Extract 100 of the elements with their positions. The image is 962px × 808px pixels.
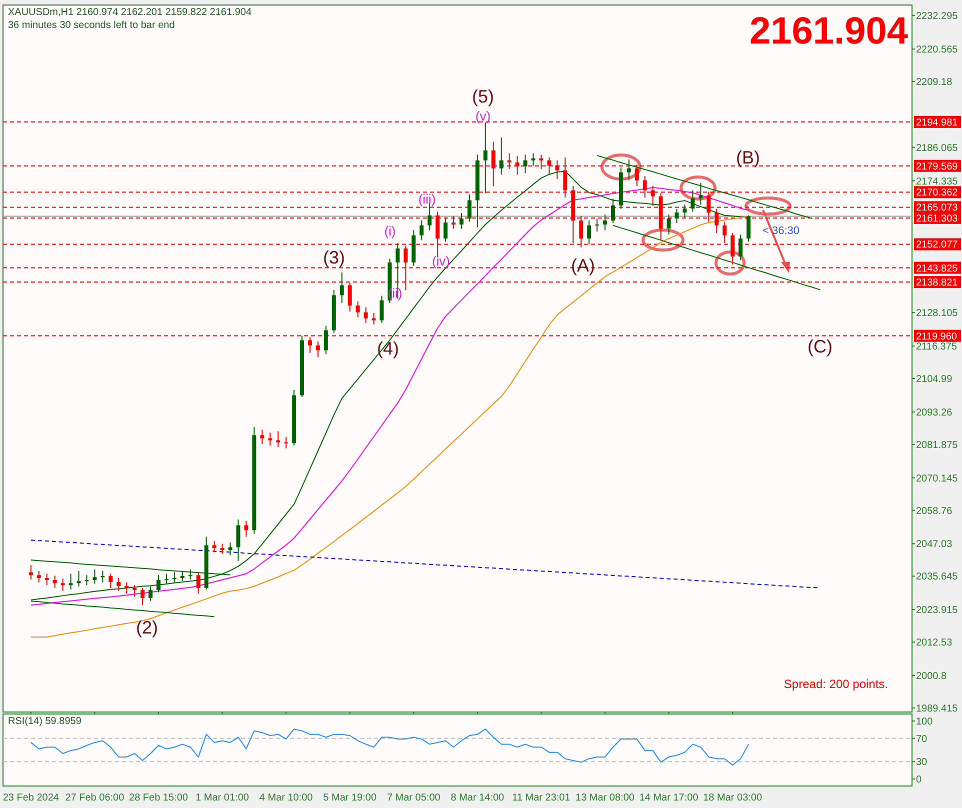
chart-title: XAUUSDm,H1 2160.974 2162.201 2159.822 2161.904: [8, 7, 252, 18]
candlestick: [595, 218, 600, 232]
candlestick: [499, 137, 504, 176]
y-tick-label: 2000.8: [916, 671, 948, 682]
candlestick: [228, 542, 232, 556]
candlestick: [220, 543, 224, 554]
x-tick-label: 23 Feb 2024: [2, 792, 60, 804]
candlestick: [356, 300, 360, 318]
candlestick: [60, 578, 65, 592]
candlestick: [68, 573, 73, 590]
candlestick: [587, 220, 592, 245]
candlestick: [666, 214, 671, 235]
annotation: (A): [571, 255, 595, 276]
candlestick: [284, 436, 288, 449]
candlestick: [523, 154, 528, 174]
ref-line-label: 2194.981: [916, 117, 958, 128]
y-tick-label: 0: [916, 774, 922, 786]
annotation: (iii): [418, 192, 436, 207]
x-tick-label: 11 Mar 23:01: [512, 792, 571, 804]
annotation: 2161.904: [750, 10, 908, 52]
y-tick-label: 100: [916, 716, 934, 728]
candlestick: [276, 430, 280, 448]
ref-line-label: 2179.569: [916, 161, 958, 172]
candlestick: [164, 573, 168, 584]
y-tick-label: 2128.105: [916, 308, 958, 320]
candlestick: [603, 214, 608, 231]
y-tick-label: 2174.335: [916, 176, 958, 188]
ref-line-label: 2119.960: [916, 331, 958, 342]
x-tick-label: 5 Mar 19:00: [323, 792, 377, 804]
candlestick: [746, 214, 751, 242]
y-tick-label: 2220.565: [916, 44, 958, 56]
y-tick-label: 2070.145: [916, 473, 958, 484]
candlestick: [316, 340, 320, 358]
annotation: (C): [808, 336, 832, 356]
y-tick-label: 2209.18: [916, 76, 953, 88]
candlestick: [698, 182, 703, 206]
x-tick-label: 1 Mar 01:00: [196, 792, 250, 804]
y-tick-label: 2012.53: [916, 638, 953, 649]
ref-line-label: 2165.073: [916, 202, 958, 214]
candlestick: [268, 432, 272, 446]
candlestick: [674, 208, 679, 224]
line-series: [30, 728, 750, 766]
annotation: (v): [475, 108, 491, 124]
x-tick-label: 13 Mar 08:00: [576, 792, 635, 804]
candlestick: [459, 212, 464, 230]
annotation: (iv): [432, 254, 450, 269]
candlestick: [690, 190, 695, 212]
candlestick: [140, 587, 145, 606]
y-tick-label: 2081.875: [916, 440, 958, 451]
candlestick: [610, 198, 615, 224]
candlestick: [483, 122, 488, 194]
annotation: (B): [736, 147, 760, 168]
candlestick: [236, 519, 240, 562]
candlestick: [124, 582, 129, 594]
annotation: (3): [323, 247, 345, 268]
candlestick: [36, 570, 41, 583]
x-tick-label: 8 Mar 14:00: [450, 792, 505, 804]
ref-line-label: 2161.303: [916, 213, 958, 224]
candlestick: [626, 159, 631, 181]
annotation: (i): [384, 224, 396, 239]
y-tick-label: 2035.645: [916, 572, 958, 583]
ref-line-label: 2170.362: [916, 188, 958, 199]
x-tick-label: 28 Feb 15:00: [129, 792, 188, 804]
candlestick: [324, 325, 328, 355]
chart-title: RSI(14) 59.8959: [8, 716, 82, 727]
candlestick: [340, 272, 344, 304]
y-tick-label: 2116.375: [916, 342, 958, 353]
candlestick: [108, 573, 113, 588]
annotation: (2): [136, 617, 158, 638]
candlestick: [467, 194, 472, 222]
text: 36 minutes 30 seconds left to bar end: [8, 20, 175, 31]
x-tick-label: 7 Mar 05:00: [386, 792, 441, 804]
x-tick-label: 14 Mar 17:00: [639, 792, 699, 804]
y-tick-label: 70: [916, 734, 928, 745]
y-tick-label: 1989.415: [916, 703, 958, 714]
y-tick-label: 30: [916, 757, 928, 768]
candlestick: [364, 306, 368, 324]
line-series: [612, 224, 821, 290]
candlestick: [92, 568, 97, 584]
annotation: Spread: 200 points.: [784, 677, 888, 692]
annotation: < 36:30: [762, 224, 800, 237]
candlestick: [260, 429, 264, 445]
candlestick: [444, 216, 448, 242]
x-tick-label: 18 Mar 03:00: [703, 792, 762, 804]
y-tick-label: 2023.915: [916, 605, 958, 616]
candlestick: [244, 520, 248, 538]
y-tick-label: 2232.295: [916, 11, 958, 22]
y-tick-label: 2104.99: [916, 374, 953, 385]
y-tick-label: 2047.03: [916, 539, 953, 550]
ref-line-label: 2152.077: [916, 240, 958, 251]
candlestick: [156, 574, 160, 593]
ref-line-label: 2143.825: [916, 263, 958, 274]
annotation: (5): [472, 86, 494, 106]
ref-line-label: 2138.821: [916, 278, 958, 289]
candlestick: [116, 578, 121, 592]
candlestick: [132, 584, 137, 598]
y-tick-label: 2186.065: [916, 142, 958, 154]
candlestick: [308, 336, 312, 354]
candlestick: [44, 573, 49, 586]
candlestick: [372, 312, 376, 325]
